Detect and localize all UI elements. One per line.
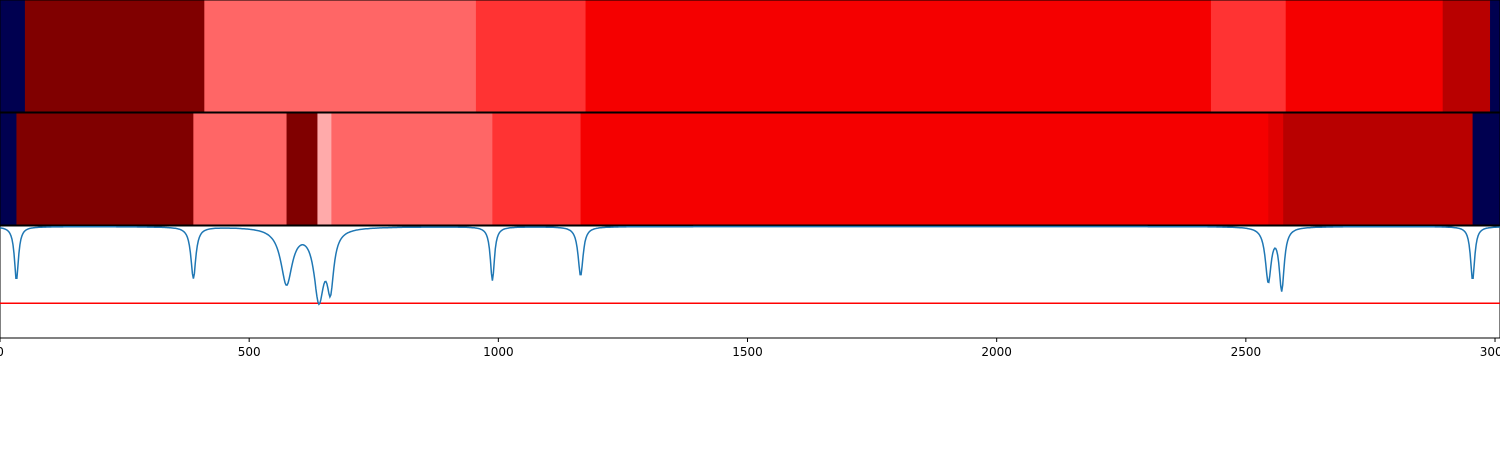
band-2-segment-10 <box>1472 113 1500 225</box>
band-2-segment-8 <box>1268 113 1284 225</box>
x-tick-label-0: 0 <box>0 345 4 359</box>
band-2-segment-6 <box>492 113 582 225</box>
band-2-segment-3 <box>286 113 318 225</box>
band-2-segment-2 <box>193 113 288 225</box>
heatmap-band-2-frame <box>0 112 1500 226</box>
band-1-segment-7 <box>1442 0 1491 112</box>
band-1-segment-5 <box>1210 0 1287 112</box>
band-1-segment-6 <box>1285 0 1444 112</box>
line-plot-frame <box>0 225 1500 339</box>
band-1-segment-1 <box>24 0 205 112</box>
band-2-segment-9 <box>1283 113 1474 225</box>
x-tick-label-500: 500 <box>238 345 261 359</box>
heatmap-band-1-frame <box>0 0 1500 113</box>
band-2-segment-0 <box>0 113 17 225</box>
band-2-segment-1 <box>16 113 194 225</box>
heatmap-band-2 <box>0 113 1500 225</box>
x-tick-label-1500: 1500 <box>732 345 763 359</box>
band-1-segment-8 <box>1490 0 1500 112</box>
line-plot: 0 500 1000 1500 2000 2500 3000 <box>0 225 1500 359</box>
x-tick-label-2500: 2500 <box>1231 345 1262 359</box>
heatmap-band-1 <box>0 0 1500 112</box>
x-tick-label-3000: 3000 <box>1480 345 1500 359</box>
signal-line <box>0 225 1500 306</box>
band-2-segment-4 <box>317 113 332 225</box>
x-axis: 0 500 1000 1500 2000 2500 3000 <box>0 338 1500 359</box>
band-2-segment-7 <box>580 113 1269 225</box>
x-tick-label-1000: 1000 <box>483 345 514 359</box>
band-2-segment-5 <box>331 113 493 225</box>
band-1-segment-2 <box>204 0 477 112</box>
band-1-segment-3 <box>475 0 587 112</box>
band-1-segment-4 <box>585 0 1212 112</box>
x-tick-label-2000: 2000 <box>981 345 1012 359</box>
band-1-segment-0 <box>0 0 26 112</box>
